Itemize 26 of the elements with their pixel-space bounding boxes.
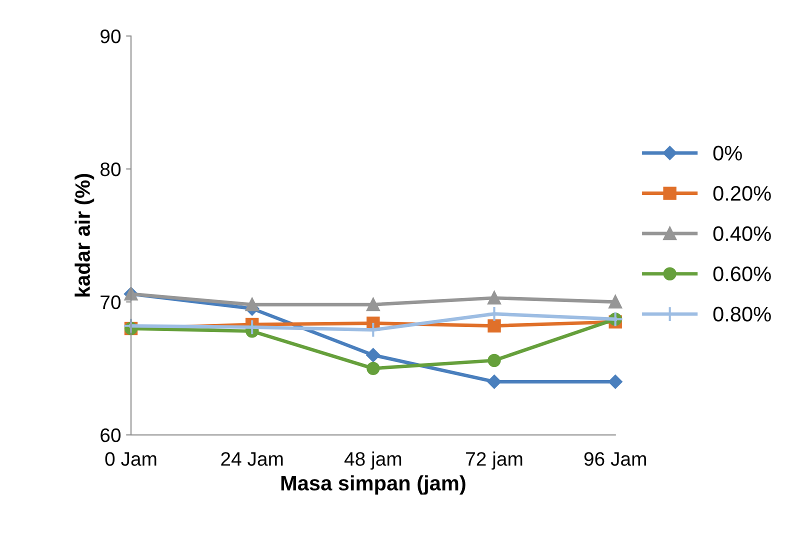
y-tick-label: 70: [100, 295, 121, 310]
point: [366, 298, 380, 312]
point: [488, 354, 501, 368]
y-axis-title: kadar air (%): [74, 174, 94, 297]
legend-label: 0.40%: [713, 226, 771, 242]
point: [608, 295, 622, 309]
point: [366, 362, 380, 376]
point: [487, 374, 502, 389]
point: [245, 298, 259, 312]
legend-label: 0.60%: [713, 266, 771, 282]
legend-label: 0.20%: [713, 186, 771, 201]
y-tick-label: 80: [100, 162, 121, 176]
point: [488, 291, 501, 305]
x-tick-label: 96 Jam: [584, 452, 646, 466]
x-axis-title: Masa simpan (jam): [281, 475, 466, 495]
point: [366, 348, 380, 362]
y-tick-label: 60: [100, 428, 121, 442]
x-tick-label: 24 Jam: [221, 452, 283, 466]
x-tick-label: 0 Jam: [105, 452, 156, 466]
legend-label: 0%: [713, 146, 742, 161]
x-tick-label: 48 jam: [344, 452, 402, 470]
x-tick-label: 72 jam: [466, 452, 522, 470]
legend-label: 0.80%: [713, 306, 771, 322]
y-tick-label: 90: [100, 29, 121, 44]
point: [488, 319, 501, 332]
point: [608, 374, 622, 389]
